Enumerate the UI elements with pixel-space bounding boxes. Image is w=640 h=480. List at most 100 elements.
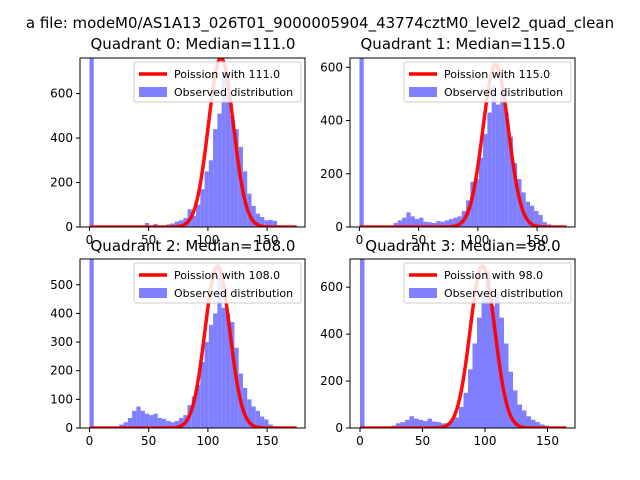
histogram-bar — [179, 417, 184, 428]
histogram-bar — [436, 221, 441, 227]
legend-label-poisson: Poission with 115.0 — [444, 68, 550, 81]
histogram-bar — [468, 369, 473, 428]
histogram-bar — [449, 219, 454, 227]
histogram-bar — [409, 416, 414, 428]
subplot-title: Quadrant 0: Median=111.0 — [91, 35, 296, 53]
subplot-title: Quadrant 2: Median=108.0 — [91, 237, 296, 255]
histogram-bar — [153, 413, 158, 428]
histogram-bar — [260, 216, 265, 227]
histogram-bar — [166, 420, 171, 428]
histogram-bar — [230, 115, 235, 227]
histogram-bar — [225, 313, 231, 428]
histogram-bar — [157, 417, 162, 428]
x-tick-label: 50 — [141, 233, 156, 247]
histogram-bar — [538, 215, 543, 227]
subplot-title: Quadrant 1: Median=115.0 — [361, 35, 566, 53]
legend-hist-swatch — [139, 87, 167, 97]
axes-frame — [349, 258, 576, 429]
plot-area — [88, 58, 298, 227]
legend: Poission with 108.0 Observed distribution — [133, 262, 302, 304]
poisson-curve — [358, 62, 568, 227]
histogram-bar — [208, 160, 214, 227]
histogram-bar — [393, 223, 398, 227]
histogram-bar — [132, 410, 137, 428]
histogram-bar — [204, 171, 209, 227]
y-tick-label: 400 — [50, 131, 73, 145]
histogram-bar — [450, 420, 455, 428]
histogram-bar — [444, 220, 449, 227]
plot-area — [358, 58, 568, 227]
legend-label-observed: Observed distribution — [444, 287, 563, 300]
histogram-bar — [213, 129, 218, 227]
histogram-bar — [491, 85, 496, 227]
x-tick-label: 100 — [466, 233, 489, 247]
legend: Poission with 111.0 Observed distribution — [133, 61, 302, 103]
histogram-bar — [522, 410, 527, 428]
histogram-bar — [405, 419, 410, 428]
x-tick-label: 0 — [356, 434, 364, 448]
histogram-bar — [255, 410, 260, 428]
histogram-bar — [486, 270, 491, 428]
histogram-bar — [418, 419, 423, 428]
legend-label-observed: Observed distribution — [444, 86, 563, 99]
histogram-bar — [140, 410, 145, 428]
x-tick-label: 150 — [256, 434, 279, 448]
legend-box — [403, 262, 572, 304]
histogram-bar — [517, 404, 522, 428]
histogram-bar — [432, 421, 437, 428]
histogram-bar — [217, 276, 222, 428]
histogram-bar — [474, 179, 479, 227]
x-tick-label: 150 — [536, 434, 559, 448]
histogram-bar — [487, 112, 492, 227]
histogram-bar — [251, 205, 256, 227]
histogram-bar — [530, 205, 535, 227]
legend-label-poisson: Poission with 111.0 — [174, 68, 280, 81]
histogram-bar — [260, 416, 265, 428]
y-tick-label: 0 — [335, 220, 343, 234]
x-tick-label: 50 — [411, 233, 426, 247]
histogram-bar — [144, 222, 150, 227]
histogram-bar — [534, 211, 539, 227]
histogram-bar — [472, 343, 477, 428]
histogram-bar — [191, 396, 197, 428]
histogram-bar — [89, 259, 94, 428]
histogram-bar — [423, 420, 428, 428]
histogram-bar — [234, 129, 239, 227]
y-tick-label: 600 — [320, 60, 343, 74]
histogram-bar — [272, 220, 278, 227]
y-tick-label: 400 — [320, 114, 343, 128]
histogram-bar — [221, 71, 226, 227]
legend: Poission with 115.0 Observed distribution — [403, 61, 572, 103]
histogram-bar — [504, 343, 509, 428]
histogram-bar — [414, 219, 420, 227]
histogram-bar — [230, 322, 235, 428]
x-tick-label: 0 — [356, 233, 364, 247]
legend: Poission with 98.0 Observed distribution — [403, 262, 572, 304]
y-tick-label: 300 — [50, 335, 73, 349]
y-tick-label: 200 — [50, 364, 73, 378]
histogram-bar — [483, 133, 488, 227]
histogram-bar — [247, 399, 252, 428]
y-tick-label: 0 — [335, 421, 343, 435]
histogram-bar — [478, 157, 484, 227]
y-tick-label: 600 — [50, 87, 73, 101]
x-tick-label: 0 — [86, 434, 94, 448]
y-tick-label: 400 — [320, 327, 343, 341]
axes-frame — [79, 258, 306, 429]
y-tick-label: 200 — [320, 374, 343, 388]
histogram-bar — [463, 392, 468, 428]
histogram-bar — [196, 385, 201, 428]
histogram-bar — [410, 216, 415, 227]
histogram-bar — [123, 422, 128, 428]
legend-box — [133, 61, 302, 103]
histogram-bar — [196, 204, 201, 227]
histogram-bar — [481, 296, 486, 428]
x-tick-label: 100 — [196, 233, 219, 247]
y-tick-label: 500 — [50, 278, 73, 292]
y-tick-label: 600 — [320, 280, 343, 294]
histogram-bar — [213, 313, 218, 428]
histogram-bar — [454, 417, 459, 428]
histogram-bar — [512, 163, 518, 227]
histogram-bar — [495, 104, 501, 227]
histogram-bar — [414, 418, 419, 428]
